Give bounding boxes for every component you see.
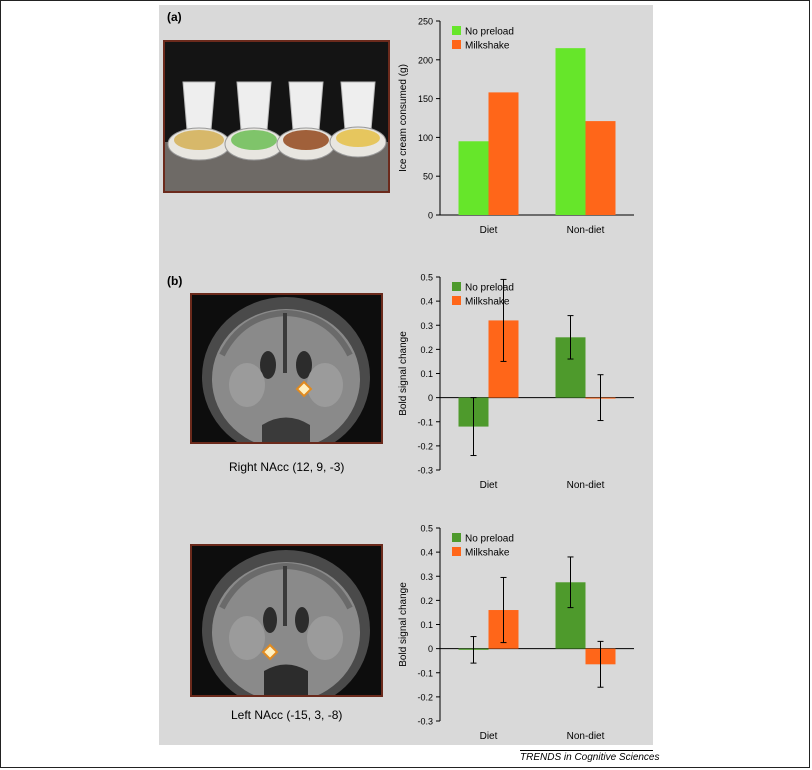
x-tick-label: Non-diet	[567, 225, 605, 236]
y-tick-label: 50	[423, 172, 433, 182]
y-tick-label: -0.3	[417, 466, 433, 476]
mri-right-nacc	[190, 293, 383, 444]
y-tick-label: -0.1	[417, 417, 433, 427]
bar-no-preload	[555, 48, 586, 215]
legend-swatch	[452, 533, 461, 542]
x-tick-label: Diet	[480, 225, 498, 236]
y-tick-label: -0.3	[417, 717, 433, 727]
credit-text: TRENDS in Cognitive Sciences	[520, 752, 660, 763]
y-axis-label: Bold signal change	[398, 331, 409, 416]
legend-swatch	[452, 547, 461, 556]
y-tick-label: -0.2	[417, 441, 433, 451]
y-tick-label: 0.5	[420, 524, 433, 534]
mri-right-nacc-illustration	[192, 295, 381, 442]
legend-label: Milkshake	[465, 41, 510, 52]
legend-swatch	[452, 282, 461, 291]
y-tick-label: 0.3	[420, 321, 433, 331]
left-nacc-chart: 0.5 0.4 0.3 0.2 0.1 0 -0.1 -0.2 -0.3 Bold signal …	[398, 524, 634, 742]
y-tick-label: 0.1	[420, 369, 433, 379]
y-tick-label: 200	[418, 55, 433, 65]
x-tick-label: Diet	[480, 480, 498, 491]
right-nacc-caption: Right NAcc (12, 9, -3)	[229, 460, 345, 474]
y-axis-label: Ice cream consumed (g)	[398, 64, 409, 172]
x-tick-label: Diet	[480, 731, 498, 742]
y-tick-label: 100	[418, 133, 433, 143]
ice-cream-chart: 0 50 100 150 200 250 Ice cream consumed (g) Die…	[398, 17, 634, 236]
y-tick-label: -0.1	[417, 668, 433, 678]
y-tick-label: -0.2	[417, 692, 433, 702]
x-tick-label: Non-diet	[567, 480, 605, 491]
y-tick-label: 0.3	[420, 572, 433, 582]
mri-left-nacc-illustration	[192, 546, 381, 695]
y-tick-label: 0	[428, 644, 433, 654]
legend-label: No preload	[465, 283, 514, 294]
legend-swatch	[452, 40, 461, 49]
y-tick-label: 0.2	[420, 345, 433, 355]
credit-rule	[520, 750, 653, 751]
y-tick-label: 250	[418, 17, 433, 27]
legend-swatch	[452, 26, 461, 35]
y-tick-label: 0.4	[420, 548, 433, 558]
y-tick-label: 0.5	[420, 273, 433, 283]
y-tick-label: 0	[428, 393, 433, 403]
bar-milkshake	[585, 121, 616, 215]
legend-swatch	[452, 296, 461, 305]
mri-left-nacc	[190, 544, 383, 697]
legend-label: No preload	[465, 534, 514, 545]
y-tick-label: 0.1	[420, 620, 433, 630]
y-tick-label: 0.4	[420, 297, 433, 307]
y-tick-label: 150	[418, 94, 433, 104]
x-tick-label: Non-diet	[567, 731, 605, 742]
ice-cream-photo	[163, 40, 390, 193]
legend-label: Milkshake	[465, 297, 510, 308]
bar-no-preload	[458, 141, 489, 215]
legend-label: No preload	[465, 27, 514, 38]
legend-label: Milkshake	[465, 548, 510, 559]
right-nacc-marker-icon	[295, 380, 313, 398]
y-tick-label: 0.2	[420, 596, 433, 606]
left-nacc-caption: Left NAcc (-15, 3, -8)	[231, 708, 343, 722]
right-nacc-chart: 0.5 0.4 0.3 0.2 0.1 0 -0.1 -0.2 -0.3 Bold signal …	[398, 273, 634, 491]
bar-milkshake	[488, 92, 519, 215]
y-tick-label: 0	[428, 211, 433, 221]
y-axis-label: Bold signal change	[398, 582, 409, 667]
left-nacc-marker-icon	[261, 643, 279, 661]
ice-cream-photo-illustration	[165, 42, 388, 191]
panel-b-label: (b)	[167, 274, 183, 288]
panel-a-label: (a)	[167, 10, 182, 24]
